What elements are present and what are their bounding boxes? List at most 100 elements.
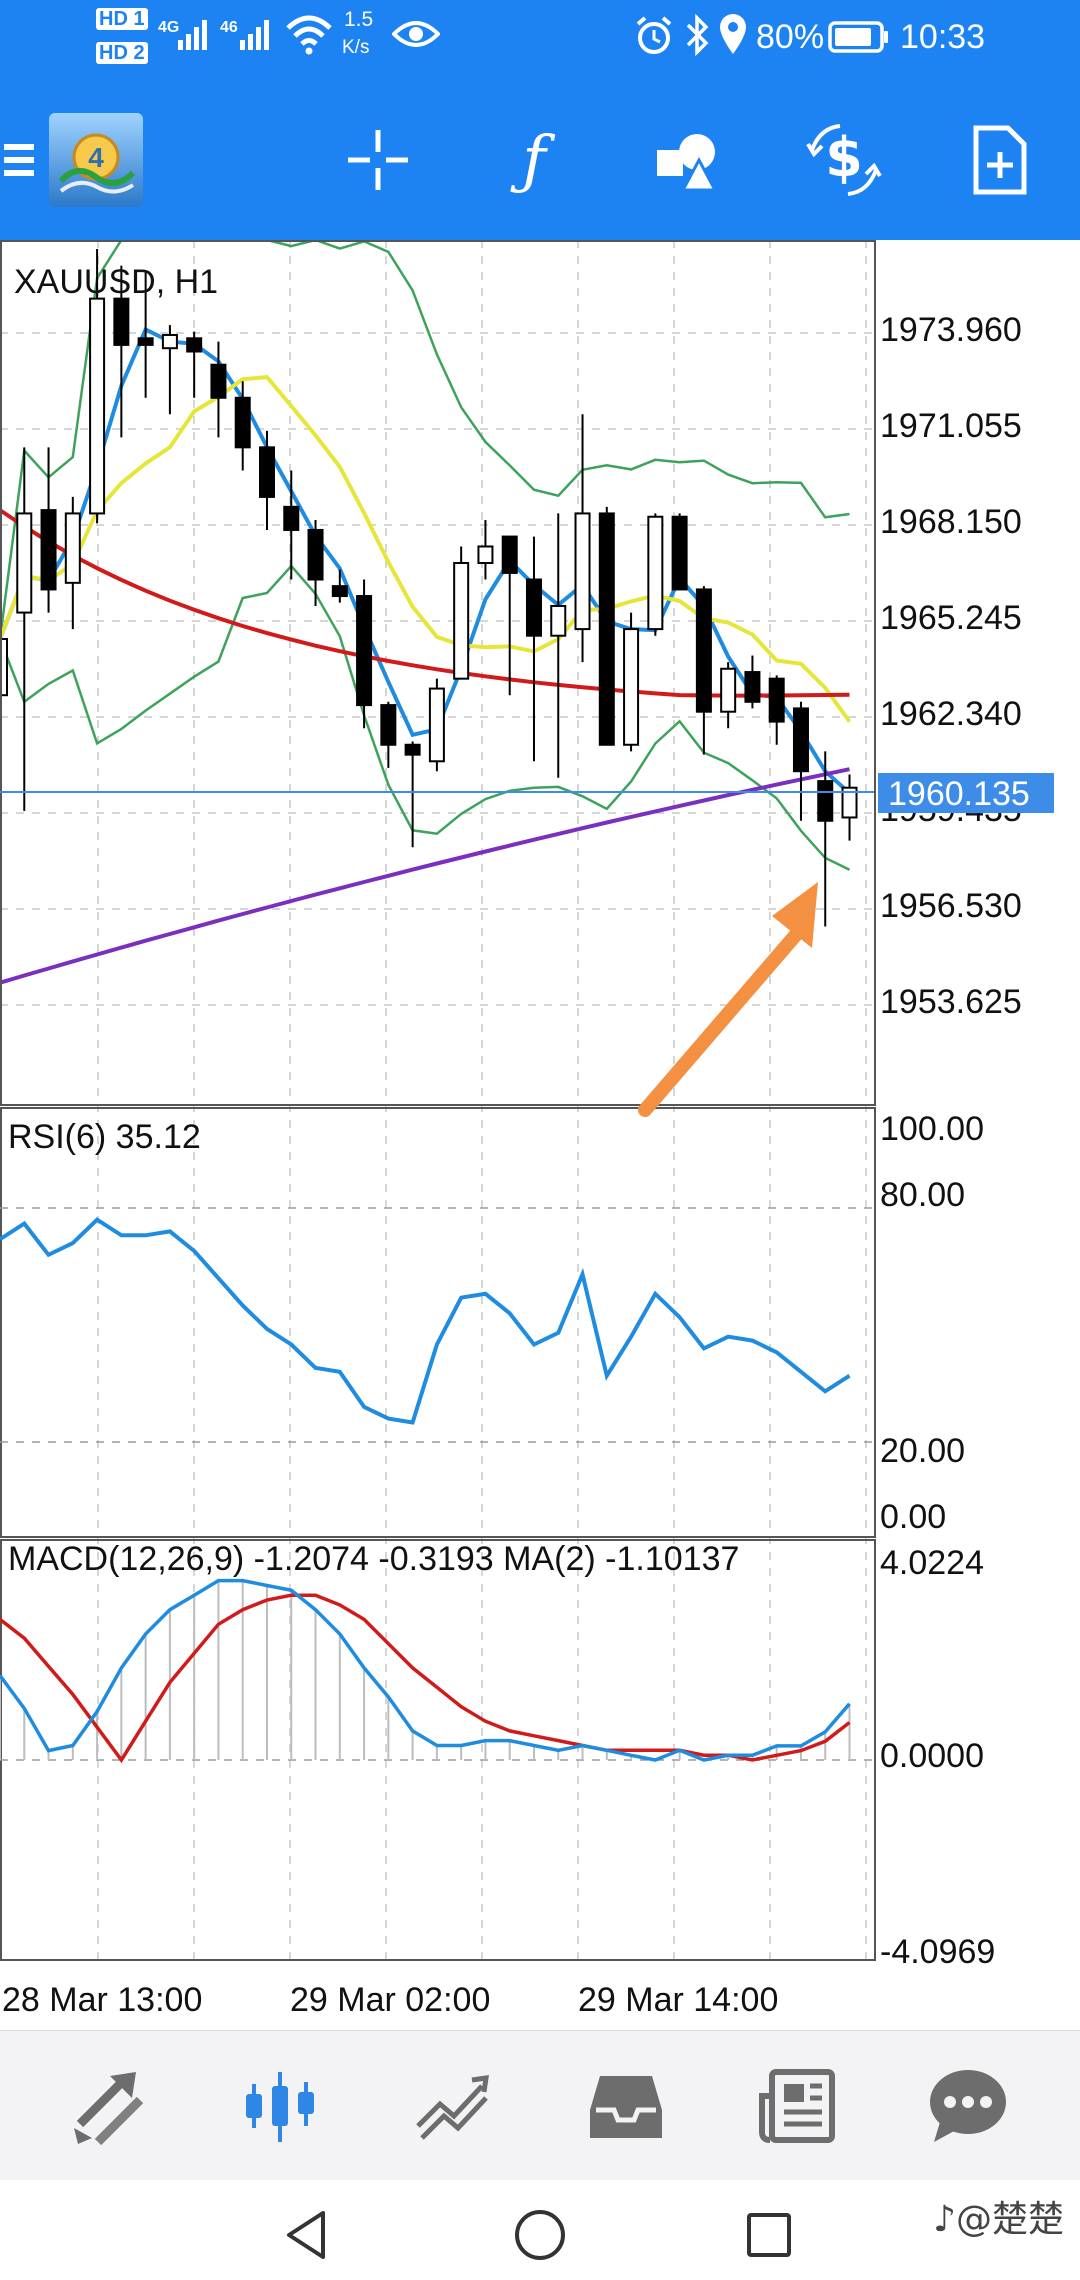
chart-canvas[interactable]: XAUUSD, H1 1973.960 1971.055 1968.150 19…: [0, 240, 1080, 2030]
rsi-line: [0, 1217, 851, 1425]
rsi-panel-frame: [0, 1107, 876, 1538]
tab-chart[interactable]: [230, 2056, 330, 2156]
bear-candle: [210, 363, 227, 399]
home-circle-icon[interactable]: [505, 2200, 575, 2270]
bear-candle: [768, 677, 785, 723]
bear-candle: [792, 707, 809, 773]
bear-candle: [744, 671, 761, 703]
bull-candle: [161, 333, 178, 350]
quotes-arrows-icon: [74, 2072, 144, 2146]
net-speed-unit: K/s: [342, 37, 370, 58]
bluetooth-icon: [686, 13, 709, 57]
bear-candle: [501, 535, 518, 574]
status-bar: HD 1 HD 2 4G 46 1.5 K/s 80% 10:33: [0, 0, 1080, 80]
chat-bubble-icon: [930, 2070, 1006, 2142]
signal-bars-icon: [178, 20, 207, 50]
trade-lines-icon: [416, 2075, 489, 2140]
price-axis: 1973.960 1971.055 1968.150 1965.245 1962…: [880, 311, 1022, 1021]
macd-panel: [0, 1578, 874, 1764]
system-navigation-bar: [0, 2180, 1080, 2280]
signal-bars-2-icon: [240, 20, 269, 50]
svg-text:4: 4: [88, 142, 104, 173]
battery-icon: [828, 21, 888, 53]
bear-candle: [380, 704, 397, 746]
bear-candle: [817, 780, 834, 822]
current-price-label: 1960.135: [888, 775, 1030, 813]
time-label: 28 Mar 13:00: [2, 1981, 202, 2019]
macd-panel-frame: [0, 1539, 876, 1961]
bear-candle: [283, 505, 300, 531]
recents-square-icon[interactable]: [734, 2200, 804, 2270]
price-tick: 1965.245: [880, 599, 1022, 637]
bull-candle: [453, 562, 470, 680]
function-icon[interactable]: ƒ: [484, 110, 584, 210]
battery-percent: 80%: [756, 18, 825, 56]
tab-history[interactable]: [576, 2056, 676, 2156]
rsi-tick: 20.00: [880, 1432, 965, 1470]
chart-frame: [0, 240, 876, 1961]
bear-candle: [356, 595, 373, 707]
macd-line: [0, 1578, 851, 1762]
rsi-panel: [0, 1207, 874, 1443]
eye-icon: [392, 21, 440, 47]
inbox-icon: [590, 2076, 662, 2138]
bollinger-bands: [0, 240, 851, 871]
alarm-icon: [636, 16, 672, 54]
rsi-tick: 100.00: [880, 1110, 984, 1148]
tab-quotes[interactable]: [60, 2056, 160, 2156]
bear-candle: [258, 446, 275, 498]
wifi-icon: [286, 15, 332, 55]
tab-trade[interactable]: [402, 2056, 502, 2156]
signal2-label: 46: [220, 19, 238, 36]
chart-area[interactable]: XAUUSD, H1 1973.960 1971.055 1968.150 19…: [0, 240, 1080, 2030]
dollar-trade-icon[interactable]: $: [794, 110, 894, 210]
main-panel-frame: [0, 240, 876, 1106]
price-tick: 1968.150: [880, 503, 1022, 541]
hamburger-menu-icon[interactable]: [0, 110, 40, 210]
signal1-label: 4G: [158, 19, 180, 36]
clock: 10:33: [900, 18, 986, 56]
arrow-annotation: [638, 882, 818, 1117]
current-price-tag: [878, 773, 1054, 813]
macd-tick: 0.0000: [880, 1737, 984, 1775]
new-document-icon[interactable]: [950, 110, 1050, 210]
bear-candle: [186, 337, 203, 353]
svg-text:ƒ: ƒ: [510, 125, 556, 195]
bull-candle: [16, 512, 33, 614]
grid: [0, 240, 874, 1960]
net-speed-value: 1.5: [344, 8, 374, 31]
tab-news[interactable]: [748, 2056, 848, 2156]
bear-candle: [671, 515, 688, 591]
bull-candle: [841, 786, 858, 819]
bear-candle: [234, 396, 251, 449]
rsi-label: RSI(6) 35.12: [8, 1118, 201, 1156]
macd-tick: 4.0224: [880, 1544, 984, 1582]
bull-candle: [428, 687, 445, 763]
macd-signal-line: [0, 1593, 851, 1764]
macd-tick: -4.0969: [880, 1933, 995, 1971]
macd-label: MACD(12,26,9) -1.2074 -0.3193 MA(2) -1.1…: [8, 1540, 739, 1578]
shapes-icon[interactable]: [638, 110, 738, 210]
bear-candle: [137, 337, 154, 346]
price-tick: 1956.530: [880, 887, 1022, 925]
newspaper-icon: [759, 2069, 835, 2143]
price-tick: 1971.055: [880, 407, 1022, 445]
bull-candle: [574, 512, 591, 631]
bottom-tab-bar: [0, 2030, 1080, 2180]
bear-candle: [598, 512, 615, 746]
bull-candle: [623, 628, 640, 746]
metatrader-logo[interactable]: 4: [46, 110, 146, 210]
price-tick: 1973.960: [880, 311, 1022, 349]
moving-averages: [0, 326, 852, 985]
bull-candle: [0, 638, 8, 697]
tab-messages[interactable]: [918, 2056, 1018, 2156]
ma-purple-line: [0, 767, 850, 985]
price-tick: 1953.625: [880, 983, 1022, 1021]
crosshair-icon[interactable]: [328, 110, 428, 210]
bear-candle: [695, 588, 712, 713]
rsi-tick: 80.00: [880, 1176, 965, 1214]
bull-candle: [720, 667, 737, 713]
bull-candle: [64, 512, 81, 584]
bear-candle: [331, 585, 348, 598]
back-triangle-icon[interactable]: [272, 2200, 342, 2270]
